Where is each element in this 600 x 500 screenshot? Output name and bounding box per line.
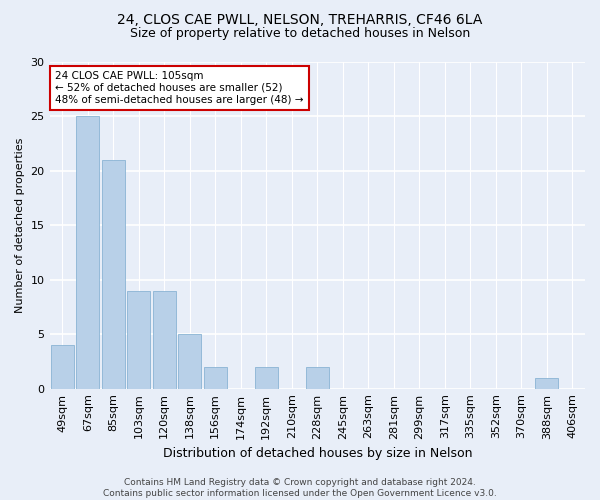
Bar [306, 367, 329, 388]
Bar [204, 367, 227, 388]
Y-axis label: Number of detached properties: Number of detached properties [15, 138, 25, 313]
Text: 24, CLOS CAE PWLL, NELSON, TREHARRIS, CF46 6LA: 24, CLOS CAE PWLL, NELSON, TREHARRIS, CF… [118, 12, 482, 26]
Bar [178, 334, 201, 388]
Bar [153, 290, 176, 388]
Bar [255, 367, 278, 388]
Text: 24 CLOS CAE PWLL: 105sqm
← 52% of detached houses are smaller (52)
48% of semi-d: 24 CLOS CAE PWLL: 105sqm ← 52% of detach… [55, 72, 304, 104]
Bar [127, 290, 150, 388]
X-axis label: Distribution of detached houses by size in Nelson: Distribution of detached houses by size … [163, 447, 472, 460]
Text: Size of property relative to detached houses in Nelson: Size of property relative to detached ho… [130, 28, 470, 40]
Text: Contains HM Land Registry data © Crown copyright and database right 2024.
Contai: Contains HM Land Registry data © Crown c… [103, 478, 497, 498]
Bar [535, 378, 558, 388]
Bar [76, 116, 99, 388]
Bar [51, 345, 74, 389]
Bar [102, 160, 125, 388]
